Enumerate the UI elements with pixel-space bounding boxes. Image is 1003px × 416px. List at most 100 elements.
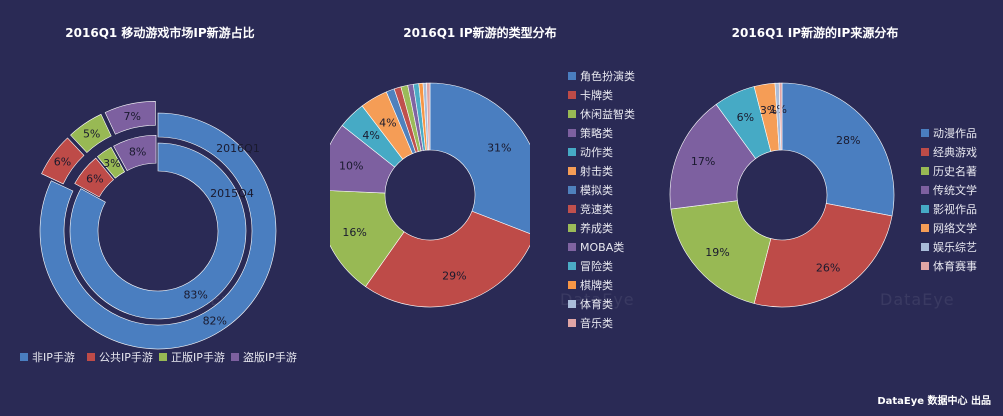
legend-swatch: [20, 353, 28, 361]
legend-swatch: [921, 129, 929, 137]
chart2-slice-13: [426, 82, 431, 151]
legend-label: 音乐类: [580, 317, 613, 330]
chart1-outer-label-2: 5%: [83, 127, 100, 140]
legend-swatch: [921, 243, 929, 251]
chart1-legend-item: 盗版IP手游: [231, 349, 297, 365]
chart2-label-3: 10%: [339, 160, 363, 173]
chart1-inner-slice-3: [113, 134, 157, 172]
chart2-legend-item: 卡牌类: [568, 87, 613, 103]
chart1-title: 2016Q1 移动游戏市场IP新游占比: [65, 26, 255, 40]
legend-swatch: [568, 300, 576, 308]
legend-swatch: [921, 205, 929, 213]
chart2-title: 2016Q1 IP新游的类型分布: [403, 26, 557, 40]
legend-label: 体育类: [580, 298, 613, 311]
chart1-outer-slice-2: [70, 113, 112, 153]
legend-label: 体育赛事: [933, 260, 977, 273]
legend-swatch: [921, 148, 929, 156]
chart3-slice-0: [781, 82, 895, 217]
chart1-inner-slice-0: [69, 142, 247, 320]
chart1-outer-slice-0: [39, 112, 277, 350]
chart2-legend-item: 棋牌类: [568, 277, 613, 293]
chart1-outer-label-1: 6%: [54, 156, 71, 169]
legend-label: 棋牌类: [580, 279, 613, 292]
legend-swatch: [159, 353, 167, 361]
chart2-label-4: 4%: [362, 129, 379, 142]
chart1-inner-label-1: 6%: [86, 173, 103, 186]
legend-label: MOBA类: [580, 241, 625, 254]
legend-label: 模拟类: [580, 184, 613, 197]
chart1-series-label-2016q1: 2016Q1: [216, 142, 260, 155]
legend-label: 经典游戏: [933, 146, 977, 159]
chart3-slice-1: [753, 203, 893, 308]
legend-label: 冒险类: [580, 260, 613, 273]
chart3-label-4: 6%: [737, 111, 754, 124]
chart2-label-1: 29%: [442, 269, 466, 282]
chart1-series-label-2015q4: 2015Q4: [210, 187, 254, 200]
chart2-legend-item: 冒险类: [568, 258, 613, 274]
legend-label: 射击类: [580, 165, 613, 178]
chart2-legend-item: 体育类: [568, 296, 613, 312]
chart3-legend-item: 体育赛事: [921, 258, 977, 274]
chart3-label-5: 3%: [760, 104, 777, 117]
chart3-label-2: 19%: [705, 246, 729, 259]
legend-label: 养成类: [580, 222, 613, 235]
legend-swatch: [568, 186, 576, 194]
chart1-legend-item: 正版IP手游: [159, 349, 225, 365]
chart3-legend-item: 娱乐综艺: [921, 239, 977, 255]
legend-swatch: [921, 262, 929, 270]
legend-label: 动作类: [580, 146, 613, 159]
legend-label: 角色扮演类: [580, 70, 635, 83]
legend-label: 公共IP手游: [99, 351, 153, 364]
chart1-outer-label-3: 7%: [124, 110, 141, 123]
legend-swatch: [568, 91, 576, 99]
legend-label: 动漫作品: [933, 127, 977, 140]
chart1-outer-label-0: 82%: [203, 314, 227, 327]
chart3-legend-item: 经典游戏: [921, 144, 977, 160]
legend-label: 非IP手游: [32, 351, 75, 364]
legend-label: 影视作品: [933, 203, 977, 216]
chart2-label-5: 4%: [379, 116, 396, 129]
chart2-label-0: 31%: [487, 142, 511, 155]
legend-swatch: [87, 353, 95, 361]
legend-swatch: [568, 110, 576, 118]
chart2-legend-item: 角色扮演类: [568, 68, 635, 84]
chart3-legend-item: 动漫作品: [921, 125, 977, 141]
legend-swatch: [568, 167, 576, 175]
chart3-label-3: 17%: [691, 155, 715, 168]
chart3-legend-item: 影视作品: [921, 201, 977, 217]
watermark-2: DataEye: [560, 290, 635, 309]
legend-label: 历史名著: [933, 165, 977, 178]
chart2-slice-1: [365, 210, 530, 308]
chart3-label-0: 28%: [836, 134, 860, 147]
chart3-legend-item: 传统文学: [921, 182, 977, 198]
chart1-legend-item: 公共IP手游: [87, 349, 153, 365]
legend-swatch: [921, 224, 929, 232]
chart3-label-1: 26%: [816, 262, 840, 275]
watermark-3: DataEye: [880, 290, 955, 309]
chart1-legend-item: 非IP手游: [20, 349, 75, 365]
chart2-legend-item: 模拟类: [568, 182, 613, 198]
legend-swatch: [568, 205, 576, 213]
chart2-legend-item: 养成类: [568, 220, 613, 236]
chart3-donut: 28% 26% 19% 17% 6% 3%1%: [669, 82, 895, 308]
legend-swatch: [568, 148, 576, 156]
chart3-slice-2: [670, 200, 772, 304]
legend-label: 休闲益智类: [580, 108, 635, 121]
chart2-legend-item: 休闲益智类: [568, 106, 635, 122]
legend-label: 卡牌类: [580, 89, 613, 102]
legend-swatch: [568, 72, 576, 80]
chart1-inner-label-0: 83%: [183, 289, 207, 302]
chart2-legend-item: 策略类: [568, 125, 613, 141]
chart2-legend-item: 竞速类: [568, 201, 613, 217]
chart2-legend-item: MOBA类: [568, 239, 624, 255]
legend-swatch: [568, 243, 576, 251]
chart1-inner-slice-1: [74, 157, 115, 198]
chart2-legend-item: 动作类: [568, 144, 613, 160]
chart1-outer-slice-3: [104, 100, 156, 135]
chart3-label-6: 1%: [769, 103, 786, 116]
legend-swatch: [921, 186, 929, 194]
chart2-slice-2: [330, 190, 405, 288]
legend-swatch: [568, 262, 576, 270]
chart3-title: 2016Q1 IP新游的IP来源分布: [731, 26, 899, 40]
